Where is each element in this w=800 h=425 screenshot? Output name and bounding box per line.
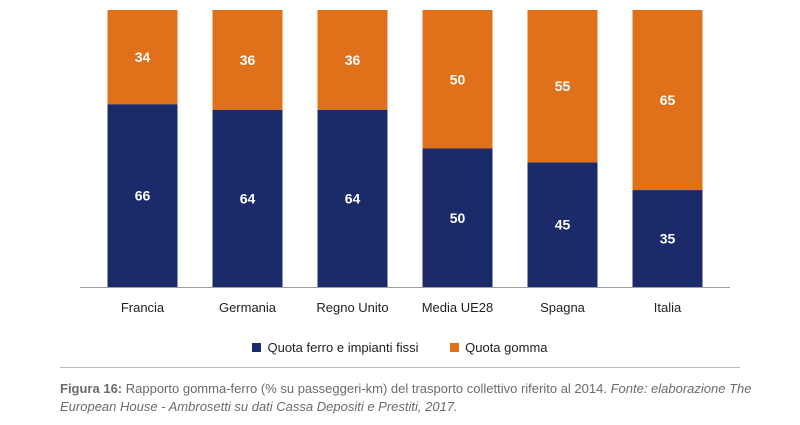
bar-gomma-3	[422, 10, 493, 149]
data-label-ferro-4: 45	[555, 217, 571, 233]
legend-swatch-gomma	[450, 343, 460, 352]
bar-gomma-0	[107, 10, 178, 105]
legend-item-gomma: Quota gomma	[450, 340, 548, 355]
data-label-gomma-5: 65	[660, 92, 676, 108]
data-label-gomma-3: 50	[450, 71, 466, 87]
figure-caption: Figura 16: Rapporto gomma-ferro (% su pa…	[60, 380, 760, 416]
legend-label-gomma: Quota gomma	[465, 340, 548, 355]
bar-ferro-5	[632, 190, 703, 287]
caption-text: Rapporto gomma-ferro (% su passeggeri-km…	[125, 381, 607, 396]
bar-gomma-4	[527, 10, 598, 163]
x-tick-label-2: Regno Unito	[316, 300, 388, 315]
x-tick-label-4: Spagna	[540, 300, 586, 315]
bar-gomma-1	[212, 10, 283, 110]
caption-source: Fonte: elaborazione The European House -…	[60, 381, 752, 414]
x-tick-label-3: Media UE28	[422, 300, 494, 315]
bar-ferro-4	[527, 162, 598, 287]
stacked-bar-chart: 66 34 Francia 64 36 Germania 64 36 Regno Unito 50…	[80, 10, 730, 315]
data-label-gomma-4: 55	[555, 78, 571, 94]
data-label-ferro-0: 66	[135, 188, 151, 204]
bar-ferro-1	[212, 109, 283, 287]
legend: Quota ferro e impianti fissi Quota gomma	[0, 340, 800, 355]
data-label-ferro-3: 50	[450, 210, 466, 226]
bar-ferro-0	[107, 104, 178, 288]
legend-label-ferro: Quota ferro e impianti fissi	[267, 340, 419, 355]
x-tick-label-1: Germania	[219, 300, 277, 315]
caption-label: Figura 16:	[60, 381, 123, 396]
data-label-ferro-5: 35	[660, 231, 676, 247]
data-label-gomma-1: 36	[240, 52, 256, 68]
x-tick-label-0: Francia	[121, 300, 165, 315]
bar-gomma-2	[317, 10, 388, 110]
caption-separator	[60, 367, 740, 368]
legend-swatch-ferro	[252, 343, 262, 352]
bar-ferro-2	[317, 109, 388, 287]
data-label-gomma-0: 34	[135, 49, 151, 65]
chart-area: 66 34 Francia 64 36 Germania 64 36 Regno Unito 50…	[80, 10, 730, 315]
bar-gomma-5	[632, 10, 703, 191]
data-label-gomma-2: 36	[345, 52, 361, 68]
legend-item-ferro: Quota ferro e impianti fissi	[252, 340, 419, 355]
bar-ferro-3	[422, 148, 493, 287]
x-tick-label-5: Italia	[654, 300, 682, 315]
data-label-ferro-2: 64	[345, 190, 361, 206]
data-label-ferro-1: 64	[240, 190, 256, 206]
